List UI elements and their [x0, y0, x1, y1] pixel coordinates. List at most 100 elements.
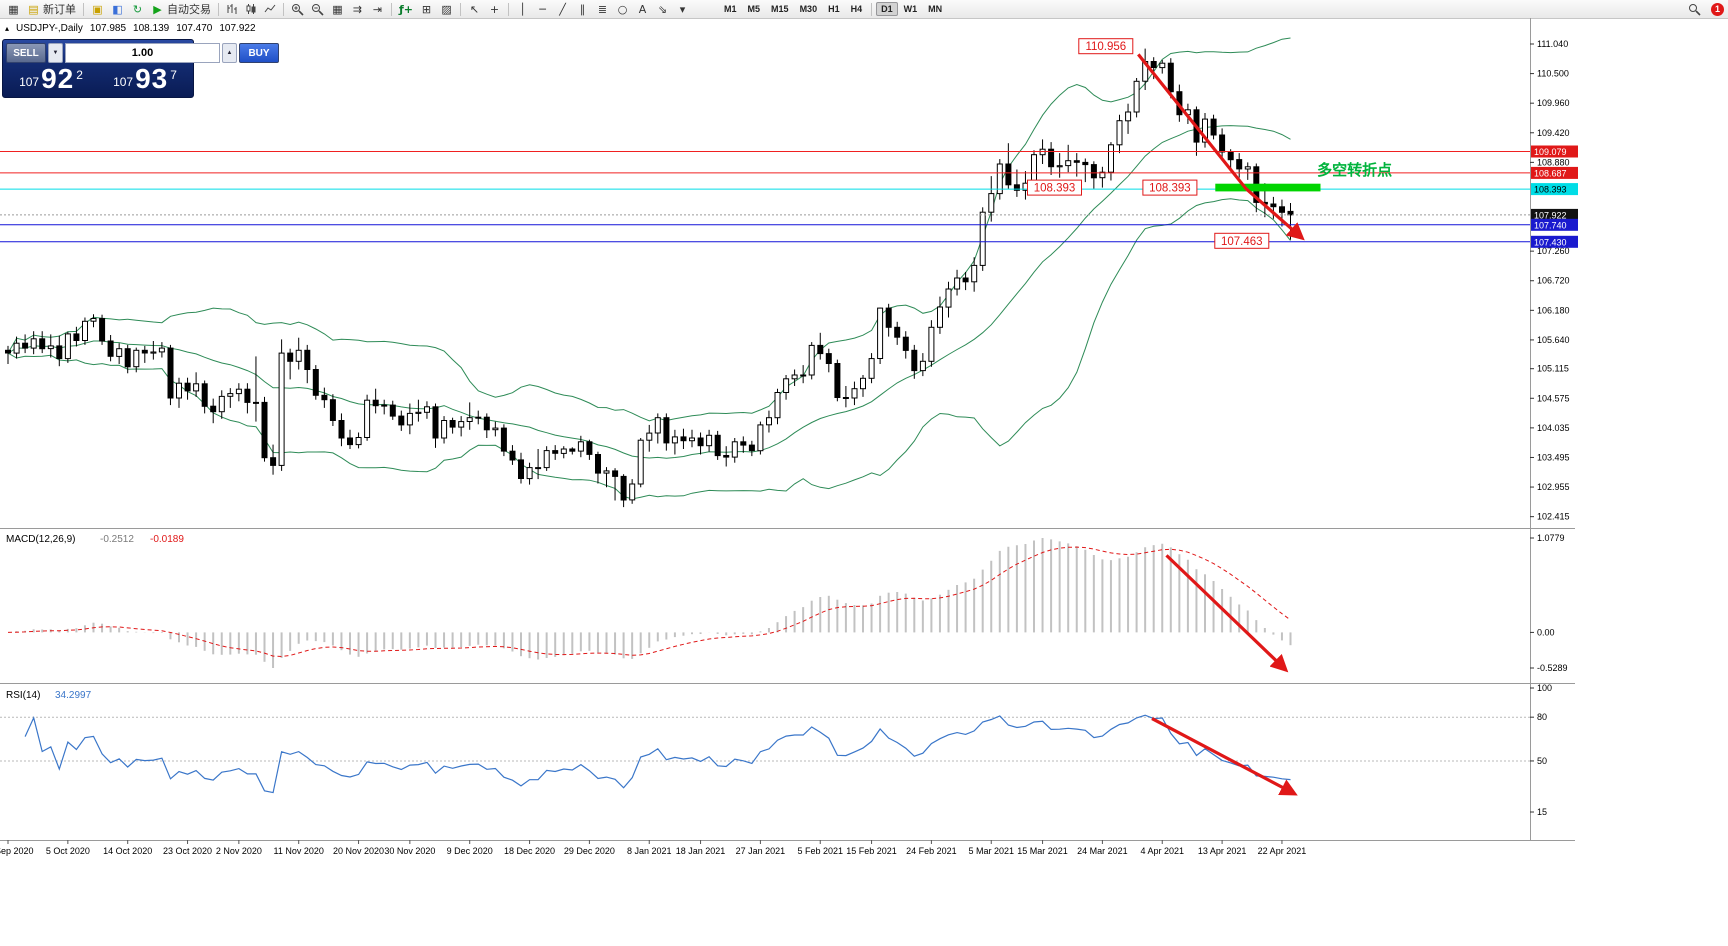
trend-arrow[interactable]	[1137, 53, 1305, 241]
shapes-button[interactable]: ○	[613, 1, 632, 17]
oct-collapse-toggle-icon[interactable]: ▴	[5, 24, 10, 33]
new-order-label: 新订单	[43, 4, 76, 16]
turning-point-annotation[interactable]: 多空转折点	[1317, 161, 1392, 179]
svg-text:1.0779: 1.0779	[1537, 533, 1565, 543]
periods-button[interactable]: ⊞	[417, 1, 436, 17]
rsi-value: 34.2997	[55, 690, 92, 701]
periods-icon: ⊞	[421, 2, 432, 16]
symbol-info-bar: ▴ USDJPY-,Daily 107.985 108.139 107.470 …	[5, 23, 256, 34]
timeframe-m15-button[interactable]: M15	[771, 4, 789, 14]
svg-text:9 Dec 2020: 9 Dec 2020	[447, 846, 493, 856]
svg-text:20 Nov 2020: 20 Nov 2020	[333, 846, 384, 856]
price-annotation[interactable]: 108.393	[1027, 179, 1082, 196]
svg-text:5 Mar 2021: 5 Mar 2021	[968, 846, 1014, 856]
chart-canvas[interactable]: 111.040 110.500 109.960 109.420 108.880 107.2…	[0, 18, 1728, 946]
svg-text:103.495: 103.495	[1537, 453, 1570, 463]
horizontal-line-button[interactable]: ─	[533, 1, 552, 17]
toolbar-separator	[871, 2, 873, 16]
price-annotation[interactable]: 108.393	[1142, 179, 1198, 196]
volume-input[interactable]	[65, 43, 220, 63]
refresh-button[interactable]: ↻	[128, 1, 147, 17]
svg-text:104.035: 104.035	[1537, 423, 1570, 433]
zoom-out-button[interactable]	[308, 1, 327, 17]
line-chart-icon	[264, 4, 276, 13]
svg-text:109.079: 109.079	[1534, 147, 1567, 157]
macd-pane[interactable]	[7, 538, 1292, 668]
search-icon	[1689, 3, 1701, 16]
price-annotation[interactable]: 110.956	[1078, 38, 1134, 55]
timeframe-w1-button[interactable]: W1	[903, 4, 918, 14]
new-order-button[interactable]: ▤ 新订单	[24, 1, 79, 17]
drawing-dropdown-button[interactable]: ▾	[673, 1, 692, 17]
price-pane[interactable]	[5, 37, 1294, 508]
buy-price-button[interactable]: 107 93 7	[100, 65, 190, 94]
line-chart-button[interactable]	[261, 1, 279, 17]
trend-arrow[interactable]	[1151, 717, 1298, 796]
price-axis[interactable]: 111.040 110.500 109.960 109.420 108.880 107.2…	[1530, 39, 1578, 817]
vertical-line-button[interactable]: │	[513, 1, 532, 17]
timeframe-m5-button[interactable]: M5	[747, 4, 761, 14]
svg-text:111.040: 111.040	[1537, 39, 1568, 49]
trendline-button[interactable]: ╱	[553, 1, 572, 17]
svg-text:8 Jan 2021: 8 Jan 2021	[627, 846, 672, 856]
svg-text:15: 15	[1537, 807, 1547, 817]
timeframe-mn-button[interactable]: MN	[928, 4, 943, 14]
tile-windows-icon: ▦	[332, 2, 343, 16]
cursor-button[interactable]: ↖	[465, 1, 484, 17]
svg-text:107.740: 107.740	[1534, 220, 1567, 230]
arrows-tool-icon: ⇘	[657, 2, 668, 16]
svg-text:-0.5289: -0.5289	[1537, 663, 1568, 673]
new-chart-button[interactable]: ▦	[4, 1, 23, 17]
candlestick-chart-button[interactable]	[242, 1, 260, 17]
tile-windows-button[interactable]: ▦	[328, 1, 347, 17]
bar-chart-button[interactable]	[223, 1, 241, 17]
bid-prefix: 107	[19, 75, 40, 89]
timeframe-m30-button[interactable]: M30	[799, 4, 818, 14]
navigator-button[interactable]: ◧	[108, 1, 127, 17]
channel-button[interactable]: ∥	[573, 1, 592, 17]
volume-increase-button[interactable]: ▲	[222, 43, 237, 63]
notification-badge[interactable]: 1	[1711, 2, 1724, 16]
arrows-tool-button[interactable]: ⇘	[653, 1, 672, 17]
svg-text:108.393: 108.393	[1034, 183, 1076, 195]
indicators-button[interactable]: ƒ+	[396, 1, 416, 17]
fibonacci-button[interactable]: ≣	[593, 1, 612, 17]
zoom-in-icon	[292, 3, 304, 16]
price-annotation[interactable]: 107.463	[1214, 232, 1270, 249]
chart-profiles-button[interactable]: ▣	[88, 1, 107, 17]
highlight-zone[interactable]	[1215, 183, 1321, 192]
candles-series	[5, 48, 1294, 508]
svg-text:108.880: 108.880	[1537, 157, 1570, 167]
crosshair-button[interactable]: +	[485, 1, 504, 17]
macd-value-main: -0.2512	[100, 534, 134, 545]
buy-button[interactable]: BUY	[239, 43, 279, 63]
svg-text:110.500: 110.500	[1537, 69, 1569, 79]
toolbar-separator	[83, 2, 84, 16]
chart-shift-button[interactable]: ⇥	[368, 1, 387, 17]
auto-trading-button[interactable]: ▶ 自动交易	[148, 1, 214, 17]
timeframe-h1-button[interactable]: H1	[828, 4, 840, 14]
svg-text:0.00: 0.00	[1537, 627, 1555, 637]
svg-text:4 Apr 2021: 4 Apr 2021	[1140, 846, 1184, 856]
svg-text:2 Nov 2020: 2 Nov 2020	[216, 846, 262, 856]
trend-arrow[interactable]	[1165, 554, 1289, 673]
search-button[interactable]	[1685, 1, 1704, 17]
refresh-icon: ↻	[132, 2, 143, 16]
sell-price-button[interactable]: 107 92 2	[6, 65, 96, 94]
timeframe-m1-button[interactable]: M1	[724, 4, 737, 14]
text-tool-button[interactable]: A	[633, 1, 652, 17]
cursor-icon: ↖	[469, 2, 480, 16]
sell-button[interactable]: SELL	[6, 43, 46, 63]
zoom-in-button[interactable]	[288, 1, 307, 17]
timeframe-h4-button[interactable]: H4	[850, 4, 863, 14]
svg-text:80: 80	[1537, 712, 1547, 722]
timeframe-d1-button[interactable]: D1	[876, 2, 898, 16]
templates-button[interactable]: ▨	[437, 1, 456, 17]
volume-decrease-button[interactable]: ▼	[48, 43, 63, 63]
auto-scroll-button[interactable]: ⇉	[348, 1, 367, 17]
svg-text:108.687: 108.687	[1534, 168, 1567, 178]
time-axis[interactable]: 24 Sep 2020 5 Oct 2020 14 Oct 2020 23 Oct 2…	[0, 840, 1306, 856]
rsi-pane[interactable]	[0, 714, 1530, 794]
main-toolbar: ▦ ▤ 新订单 ▣ ◧ ↻ ▶ 自动交易 ▦ ⇉ ⇥ ƒ+ ⊞ ▨ ↖ + │ …	[0, 0, 1728, 19]
svg-text:18 Jan 2021: 18 Jan 2021	[676, 846, 726, 856]
